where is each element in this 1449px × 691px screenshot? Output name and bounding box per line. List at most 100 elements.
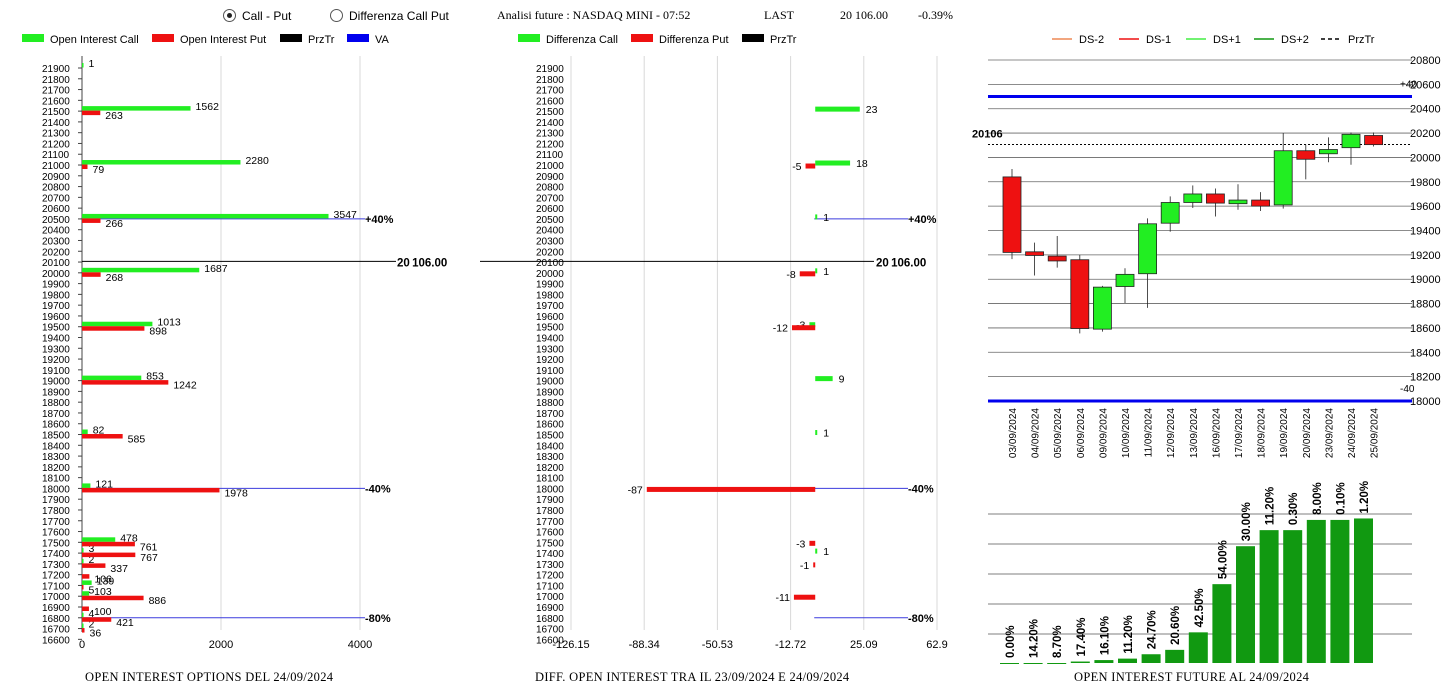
legend-swatch — [152, 34, 174, 42]
diff-value-label: -87 — [628, 484, 643, 496]
strike-label: 21600 — [42, 96, 70, 107]
y-tick-label: 20600 — [1410, 79, 1441, 91]
strike-label: 18900 — [536, 387, 564, 398]
strike-label: 18600 — [536, 420, 564, 431]
strike-label: 17300 — [536, 560, 564, 571]
strike-label: 21300 — [536, 129, 564, 140]
strike-label: 21000 — [42, 161, 70, 172]
positive-bar — [815, 214, 818, 220]
call-bar — [82, 612, 84, 618]
call-value-label: 853 — [146, 371, 164, 383]
legend-label: Open Interest Call — [50, 34, 139, 46]
positive-bar — [815, 548, 818, 554]
put-bar — [82, 272, 101, 277]
date-label: 17/09/2024 — [1234, 408, 1245, 458]
price-label: 20 106.00 — [876, 257, 926, 269]
strike-label: 19800 — [536, 290, 564, 301]
candle-up — [1273, 150, 1293, 206]
put-bar — [82, 541, 135, 547]
strike-label: 17600 — [42, 528, 70, 539]
negative-bar — [805, 163, 816, 169]
strike-label: 19600 — [536, 312, 564, 323]
strike-label: 18100 — [536, 474, 564, 485]
oi-percent-label: 17.40% — [1076, 618, 1088, 657]
strike-label: 21800 — [536, 75, 564, 86]
y-tick-label: 18800 — [1410, 299, 1441, 311]
strike-label: 21500 — [536, 107, 564, 118]
strike-label: 20800 — [536, 183, 564, 194]
strike-label: 17600 — [536, 528, 564, 539]
call-value-label: 2280 — [245, 155, 269, 167]
put-value-label: 337 — [110, 563, 128, 575]
candle-up — [1093, 286, 1112, 330]
oi-percent-label: 16.10% — [1099, 616, 1111, 655]
strike-label: 18000 — [42, 484, 70, 495]
level-label: +40% — [908, 214, 937, 226]
date-label: 03/09/2024 — [1008, 408, 1019, 458]
mode-call-put[interactable]: Call - Put — [223, 9, 291, 23]
strike-label: 20500 — [42, 215, 70, 226]
oi-percent-label: 24.70% — [1147, 610, 1159, 649]
oi-percent-label: 42.50% — [1194, 588, 1206, 627]
legend-swatch — [631, 34, 653, 42]
oi-bar — [1259, 530, 1279, 663]
call-value-label: 139 — [97, 575, 115, 587]
legend-swatch — [280, 34, 302, 42]
strike-label: 19100 — [536, 366, 564, 377]
candle-down — [1364, 135, 1384, 146]
put-bar — [82, 326, 145, 331]
strike-label: 20400 — [536, 226, 564, 237]
call-bar — [82, 580, 92, 585]
oi-percent-label: 0.10% — [1335, 482, 1347, 515]
strike-label: 16600 — [42, 635, 70, 646]
y-tick-label: 20000 — [1410, 152, 1441, 164]
strike-label: 19800 — [42, 290, 70, 301]
level-label: -40% — [365, 483, 391, 495]
strike-label: 16900 — [536, 603, 564, 614]
level-label: -40% — [908, 483, 934, 495]
oi-percent-label: 54.00% — [1217, 540, 1229, 579]
strike-label: 17700 — [42, 517, 70, 528]
strike-label: 16600 — [536, 635, 564, 646]
candle-down — [1205, 193, 1225, 204]
call-bar — [82, 429, 88, 435]
strike-label: 16700 — [42, 625, 70, 636]
x-tick-label: 4000 — [348, 639, 372, 651]
strike-label: 21900 — [536, 64, 564, 75]
strike-label: 17900 — [42, 495, 70, 506]
call-bar — [82, 213, 329, 219]
diff-value-label: -3 — [796, 538, 805, 550]
strike-label: 17400 — [42, 549, 70, 560]
legend-label: Differenza Put — [659, 34, 729, 46]
strike-label: 21100 — [42, 150, 70, 161]
put-bar — [82, 617, 112, 622]
legend-label: DS-1 — [1146, 34, 1171, 46]
strike-label: 17100 — [536, 581, 564, 592]
y-tick-label: 18200 — [1410, 372, 1441, 384]
radio-icon[interactable] — [330, 9, 343, 22]
legend-swatch — [742, 34, 764, 42]
put-value-label: 1978 — [224, 487, 248, 499]
strike-label: 20100 — [536, 258, 564, 269]
strike-label: 18300 — [42, 452, 70, 463]
oi-percent-label: 0.30% — [1288, 493, 1300, 526]
call-value-label: 3 — [89, 543, 95, 555]
future-candlestick-chart: DS-2 DS-1 DS+1 DS+2 PrzTr 20800 20600 20400 2020… — [972, 34, 1441, 664]
date-label: 11/09/2024 — [1144, 408, 1155, 458]
strike-label: 19900 — [42, 280, 70, 291]
strike-label: 18600 — [42, 420, 70, 431]
strike-label: 19700 — [536, 301, 564, 312]
call-value-label: 1 — [89, 58, 95, 70]
radio-selected-icon[interactable] — [223, 9, 236, 22]
put-value-label: 1242 — [173, 380, 197, 392]
date-label: 20/09/2024 — [1302, 408, 1313, 458]
put-value-label: 886 — [149, 595, 167, 607]
call-value-label: 121 — [95, 478, 113, 490]
mode-diff-call-put[interactable]: Differenza Call Put — [330, 9, 449, 23]
strike-label: 20600 — [536, 204, 564, 215]
put-bar — [82, 434, 123, 439]
strike-label: 18700 — [42, 409, 70, 420]
strike-label: 17500 — [536, 538, 564, 549]
oi-percent-label: 8.70% — [1052, 625, 1064, 658]
strike-label: 21000 — [536, 161, 564, 172]
